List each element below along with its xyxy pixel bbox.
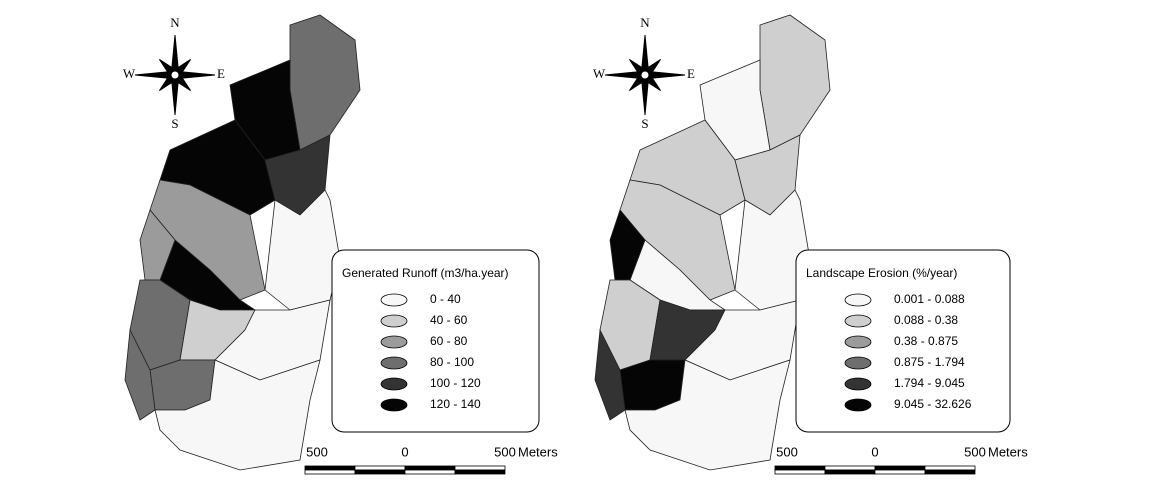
scale-seg [304,465,356,471]
compass-e: E [687,66,695,81]
legend-label: 0.088 - 0.38 [894,313,958,327]
compass-w: W [593,66,606,81]
compass-w: W [123,66,136,81]
compass-center [640,70,650,80]
compass-n: N [640,15,650,30]
subbasin [124,328,156,421]
compass-s: S [171,116,178,131]
legend-swatch [844,293,872,307]
scale-seg [874,465,926,471]
scale-label: 0 [871,444,878,459]
scale-unit: Meters [518,444,558,459]
legend-swatch [844,398,872,412]
scale-seg [924,469,976,475]
subbasin [624,359,791,471]
scale-seg [824,465,876,471]
legend-swatch [844,335,872,349]
subbasin [759,14,831,151]
legend-label: 100 - 120 [430,376,481,390]
scale-label: 500 [306,444,328,459]
scale-seg [774,465,826,471]
legend-label: 0.38 - 0.875 [894,334,958,348]
subbasin [289,14,361,151]
scale-label: 500 [964,444,986,459]
legend-title: Landscape Erosion (%/year) [806,266,957,280]
legend-label: 60 - 80 [430,334,468,348]
legend-swatch [380,356,408,370]
compass-n: N [170,15,180,30]
subbasin [594,328,626,421]
legend-label: 9.045 - 32.626 [894,397,972,411]
legend-label: 1.794 - 9.045 [894,376,965,390]
scale-seg [924,465,976,471]
legend-swatch [380,398,408,412]
legend-label: 0.875 - 1.794 [894,355,965,369]
legend-swatch [380,293,408,307]
scale-seg [874,469,926,475]
scale-seg [454,469,506,475]
legend-swatch [380,377,408,391]
scale-label: 500 [494,444,516,459]
legend-swatch [380,335,408,349]
subbasin [154,359,321,471]
legend-swatch [380,314,408,328]
legend-label: 0.001 - 0.088 [894,292,965,306]
map: N S W E Landscape Erosion (%/year) 0.001 - 0.… [593,14,1028,475]
scale-seg [404,469,456,475]
scale-label: 500 [776,444,798,459]
map: N S W E Generated Runoff (m3/ha.year) 0 - 40 4… [123,14,558,475]
scale-seg [354,469,406,475]
scale-seg [304,469,356,475]
compass-e: E [217,66,225,81]
scale-label: 0 [401,444,408,459]
scale-seg [404,465,456,471]
compass-s: S [641,116,648,131]
legend-swatch [844,356,872,370]
legend-swatch [844,377,872,391]
scale-seg [824,469,876,475]
scale-seg [354,465,406,471]
legend-title: Generated Runoff (m3/ha.year) [342,266,509,280]
legend-label: 80 - 100 [430,355,474,369]
scale-unit: Meters [988,444,1028,459]
compass-center [170,70,180,80]
scale-seg [774,469,826,475]
scale-seg [454,465,506,471]
legend-label: 40 - 60 [430,313,468,327]
legend-label: 0 - 40 [430,292,461,306]
legend-label: 120 - 140 [430,397,481,411]
legend-swatch [844,314,872,328]
